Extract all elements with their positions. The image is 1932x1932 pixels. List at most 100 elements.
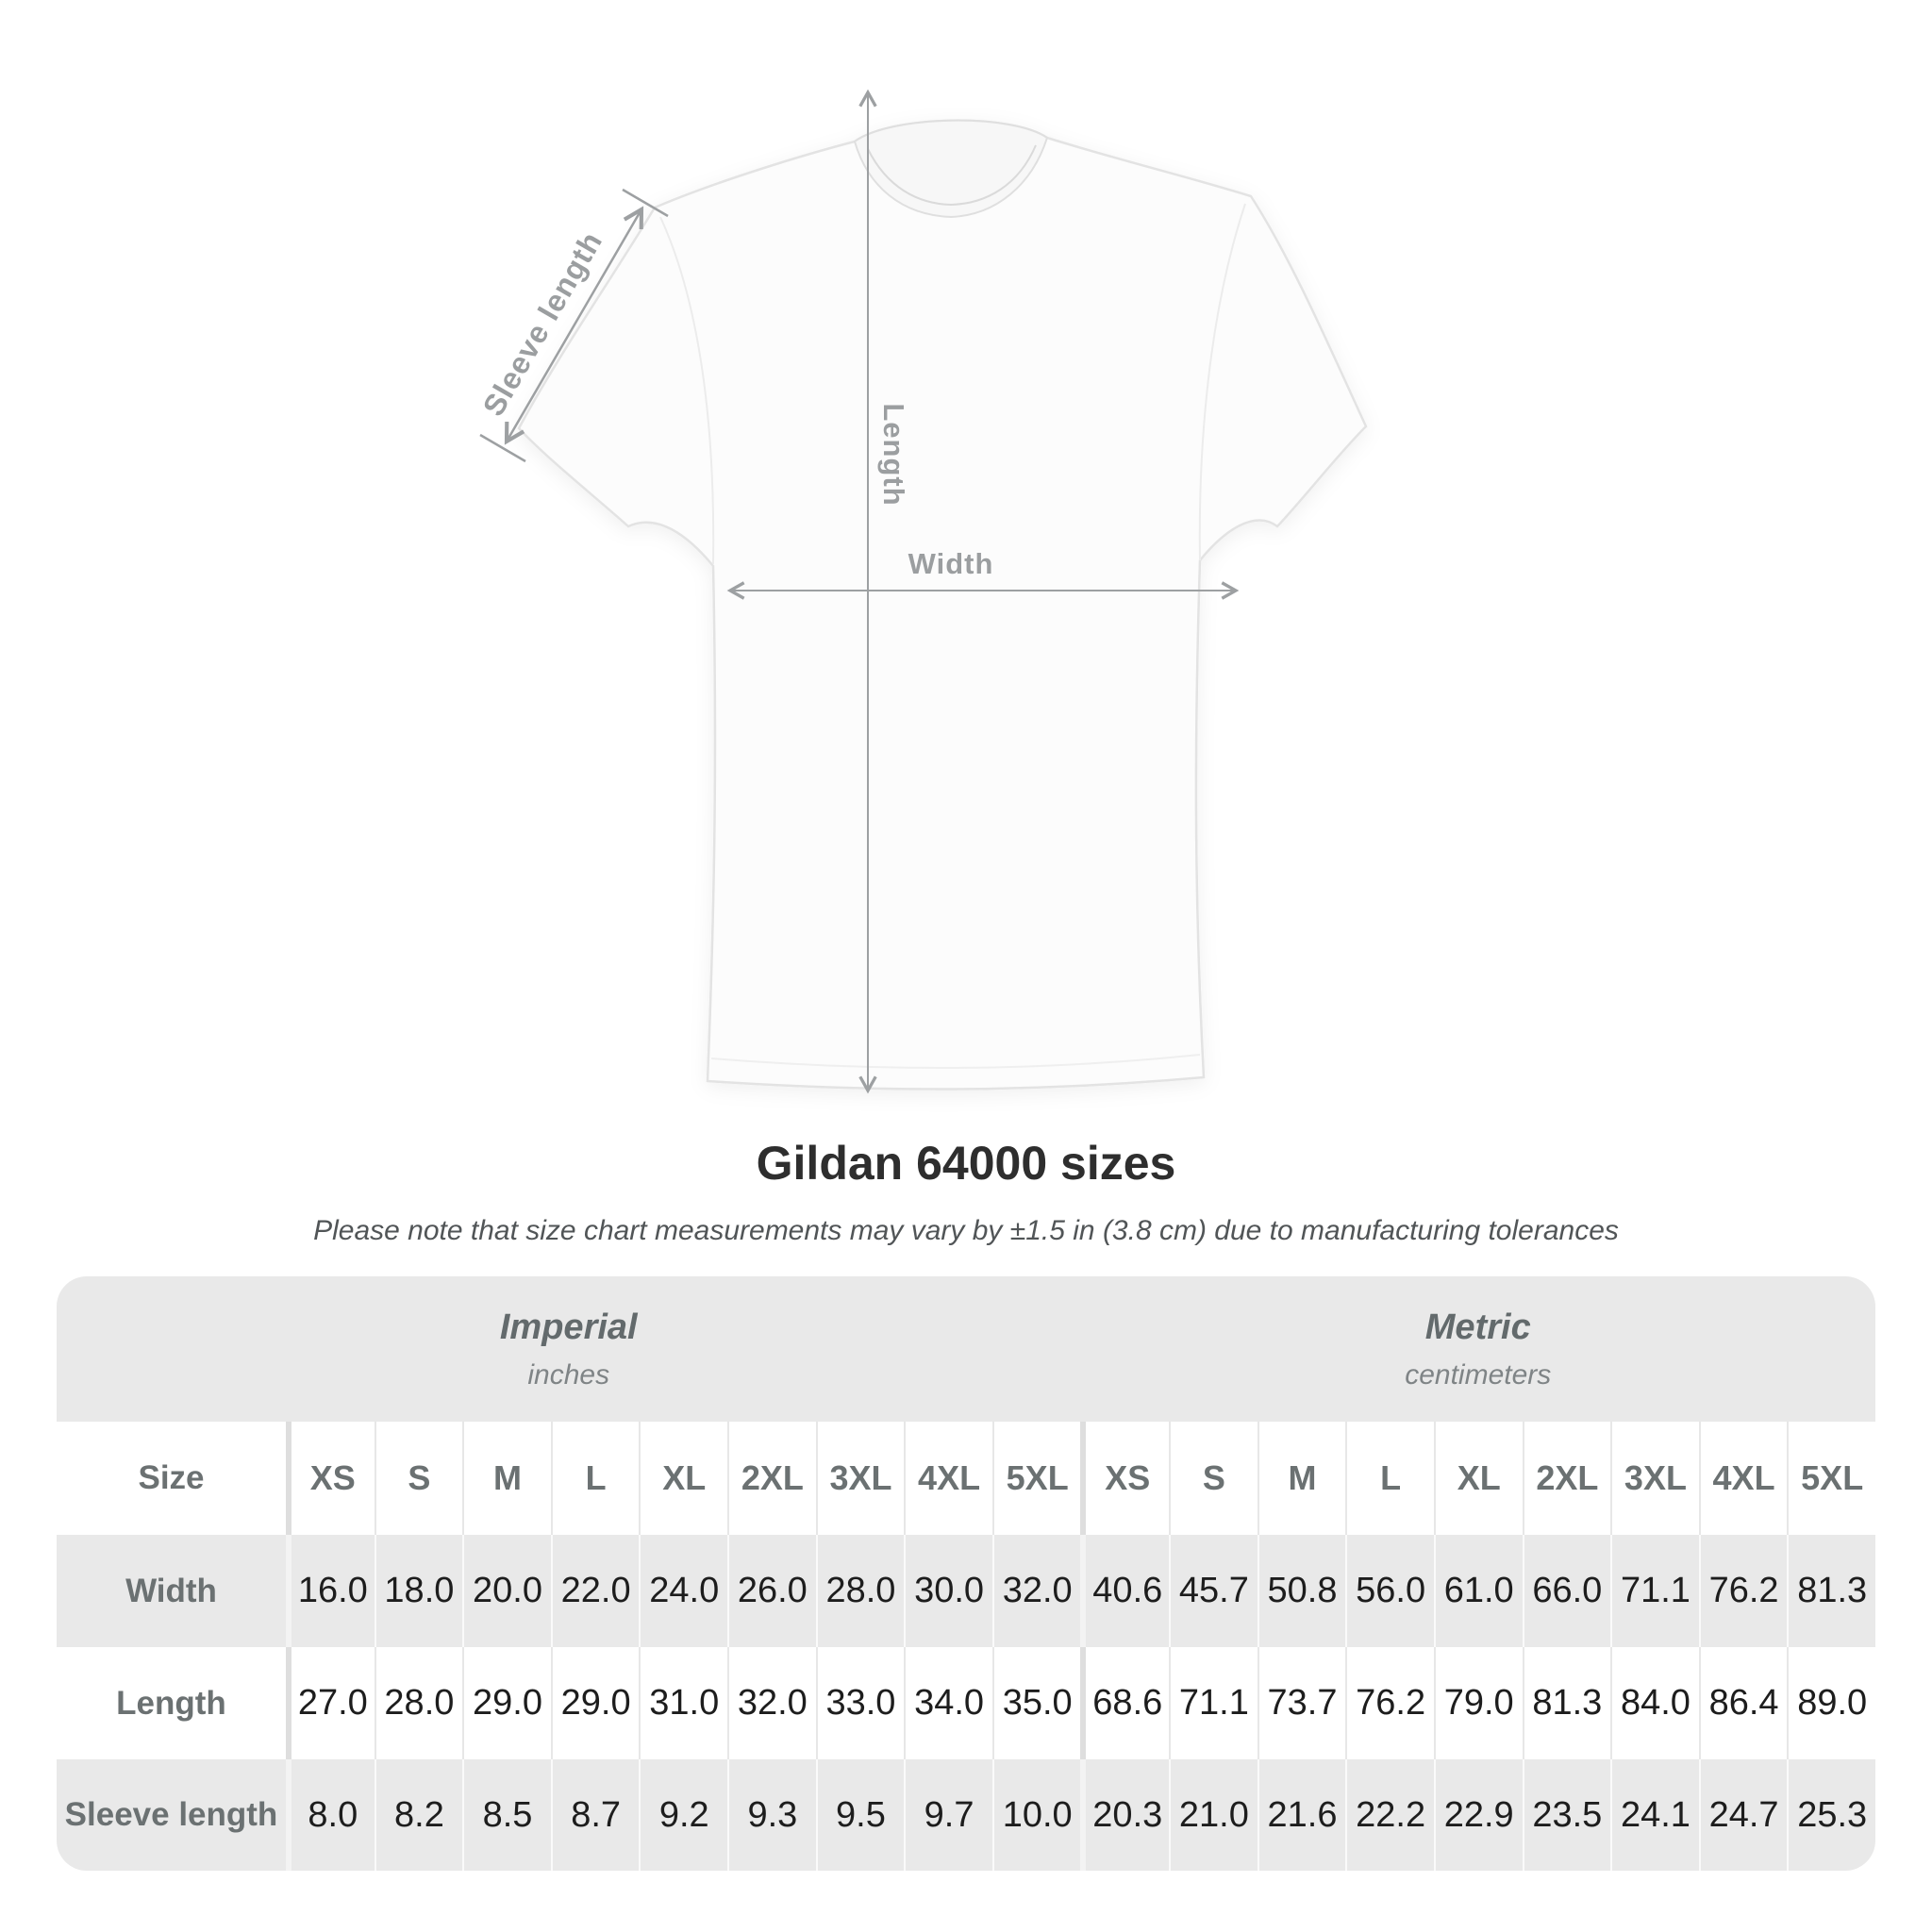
measurement-value: 76.2 bbox=[1698, 1535, 1788, 1647]
measurement-value: 30.0 bbox=[904, 1535, 992, 1647]
collar-rib-line bbox=[867, 144, 1037, 207]
size-col-header: XS bbox=[1080, 1422, 1169, 1535]
measurement-value: 21.0 bbox=[1169, 1759, 1257, 1871]
measurement-value: 76.2 bbox=[1345, 1647, 1434, 1759]
measurement-value: 35.0 bbox=[991, 1647, 1081, 1759]
measurement-value: 68.6 bbox=[1080, 1647, 1169, 1759]
measurement-value: 22.9 bbox=[1433, 1759, 1523, 1871]
measurement-value: 28.0 bbox=[374, 1647, 463, 1759]
measurement-value: 22.0 bbox=[550, 1535, 640, 1647]
measurement-value: 31.0 bbox=[639, 1647, 727, 1759]
measurement-value: 16.0 bbox=[286, 1535, 375, 1647]
sleeve-tick-top bbox=[622, 188, 669, 218]
measurement-value: 29.0 bbox=[462, 1647, 551, 1759]
measurement-value: 32.0 bbox=[727, 1647, 816, 1759]
size-col-header: 3XL bbox=[815, 1422, 905, 1535]
size-col-header: L bbox=[1345, 1422, 1434, 1535]
measurement-value: 24.0 bbox=[639, 1535, 727, 1647]
sleeve-length-row: Sleeve length 8.0 8.2 8.5 8.7 9.2 9.3 9.5 9.7 10.… bbox=[57, 1759, 1875, 1871]
measurement-value: 29.0 bbox=[550, 1647, 640, 1759]
measurement-value: 24.1 bbox=[1610, 1759, 1699, 1871]
measurement-value: 23.5 bbox=[1522, 1759, 1611, 1871]
measurement-value: 66.0 bbox=[1522, 1535, 1611, 1647]
tolerance-note: Please note that size chart measurements… bbox=[313, 1215, 1619, 1246]
measurement-value: 73.7 bbox=[1257, 1647, 1346, 1759]
size-col-header: 4XL bbox=[904, 1422, 992, 1535]
size-col-header: XL bbox=[1433, 1422, 1523, 1535]
measurement-value: 56.0 bbox=[1345, 1535, 1434, 1647]
measurement-value: 22.2 bbox=[1345, 1759, 1434, 1871]
metric-header-cell: Metric centimeters bbox=[1080, 1276, 1875, 1422]
size-col-header: M bbox=[462, 1422, 551, 1535]
hem-stitch-line bbox=[710, 1054, 1201, 1070]
width-label: Width bbox=[908, 547, 994, 580]
sleeve-length-arrow bbox=[504, 206, 644, 445]
size-col-header: XL bbox=[639, 1422, 727, 1535]
size-row-label: Size bbox=[138, 1459, 205, 1496]
page-title: Gildan 64000 sizes bbox=[756, 1137, 1176, 1190]
measurement-value: 81.3 bbox=[1522, 1647, 1611, 1759]
measurement-value: 28.0 bbox=[815, 1535, 905, 1647]
size-col-header: 2XL bbox=[1522, 1422, 1611, 1535]
measurement-value: 40.6 bbox=[1080, 1535, 1169, 1647]
measurement-row-label: Width bbox=[125, 1572, 217, 1609]
right-sleeve-seam bbox=[1198, 203, 1246, 561]
metric-title: Metric bbox=[1424, 1307, 1531, 1347]
size-col-header: 3XL bbox=[1610, 1422, 1699, 1535]
measurement-value: 61.0 bbox=[1433, 1535, 1523, 1647]
measurement-row-label: Length bbox=[116, 1684, 226, 1722]
measurement-value: 71.1 bbox=[1169, 1647, 1257, 1759]
measurement-value: 25.3 bbox=[1787, 1759, 1875, 1871]
imperial-unit: inches bbox=[527, 1358, 610, 1391]
measurement-value: 24.7 bbox=[1698, 1759, 1788, 1871]
measurement-value: 50.8 bbox=[1257, 1535, 1346, 1647]
measurement-value: 79.0 bbox=[1433, 1647, 1523, 1759]
measurement-value: 71.1 bbox=[1610, 1535, 1699, 1647]
length-row: Length 27.0 28.0 29.0 29.0 31.0 32.0 33.0 34.0 35… bbox=[57, 1647, 1875, 1759]
width-row: Width 16.0 18.0 20.0 22.0 24.0 26.0 28.0 30.0 32.… bbox=[57, 1535, 1875, 1647]
size-col-header: 5XL bbox=[991, 1422, 1081, 1535]
size-col-header: M bbox=[1257, 1422, 1346, 1535]
measurement-value: 9.3 bbox=[727, 1759, 816, 1871]
size-chart-table: Imperial inches Metric centimeters Size X… bbox=[57, 1276, 1875, 1871]
imperial-title: Imperial bbox=[499, 1307, 638, 1347]
left-sleeve-seam bbox=[659, 216, 715, 565]
tshirt-graphic bbox=[517, 119, 1368, 1091]
measurement-value: 33.0 bbox=[815, 1647, 905, 1759]
measurement-value: 18.0 bbox=[374, 1535, 463, 1647]
measurement-value: 20.0 bbox=[462, 1535, 551, 1647]
measurement-value: 81.3 bbox=[1787, 1535, 1875, 1647]
size-col-header: XS bbox=[286, 1422, 375, 1535]
measurement-value: 34.0 bbox=[904, 1647, 992, 1759]
measurement-value: 8.7 bbox=[550, 1759, 640, 1871]
size-col-header: S bbox=[1169, 1422, 1257, 1535]
measurement-value: 26.0 bbox=[727, 1535, 816, 1647]
sleeve-tick-bottom bbox=[479, 433, 526, 463]
measurement-value: 86.4 bbox=[1698, 1647, 1788, 1759]
measurement-arrows bbox=[479, 89, 1240, 1094]
measurement-value: 9.5 bbox=[815, 1759, 905, 1871]
measurement-value: 9.2 bbox=[639, 1759, 727, 1871]
unit-header-row: Imperial inches Metric centimeters bbox=[57, 1276, 1875, 1422]
length-label: Length bbox=[877, 403, 910, 507]
size-col-header: 5XL bbox=[1787, 1422, 1875, 1535]
measurement-value: 8.0 bbox=[286, 1759, 375, 1871]
imperial-header-cell: Imperial inches bbox=[57, 1276, 1081, 1422]
measurement-value: 20.3 bbox=[1080, 1759, 1169, 1871]
measurement-value: 32.0 bbox=[991, 1535, 1081, 1647]
measurement-row-label: Sleeve length bbox=[64, 1796, 278, 1833]
measurement-value: 84.0 bbox=[1610, 1647, 1699, 1759]
size-col-header: 2XL bbox=[727, 1422, 816, 1535]
measurement-value: 9.7 bbox=[904, 1759, 992, 1871]
measurement-value: 8.5 bbox=[462, 1759, 551, 1871]
metric-unit: centimeters bbox=[1405, 1358, 1552, 1391]
measurement-value: 8.2 bbox=[374, 1759, 463, 1871]
tshirt-body bbox=[517, 119, 1368, 1091]
measurement-value: 21.6 bbox=[1257, 1759, 1346, 1871]
measurement-value: 27.0 bbox=[286, 1647, 375, 1759]
size-header-row: Size XS S M L XL 2XL 3XL 4XL 5XL XS S M L XL 2XL 3XL 4XL 5… bbox=[57, 1422, 1875, 1535]
measurement-value: 10.0 bbox=[991, 1759, 1081, 1871]
size-col-header: S bbox=[374, 1422, 463, 1535]
